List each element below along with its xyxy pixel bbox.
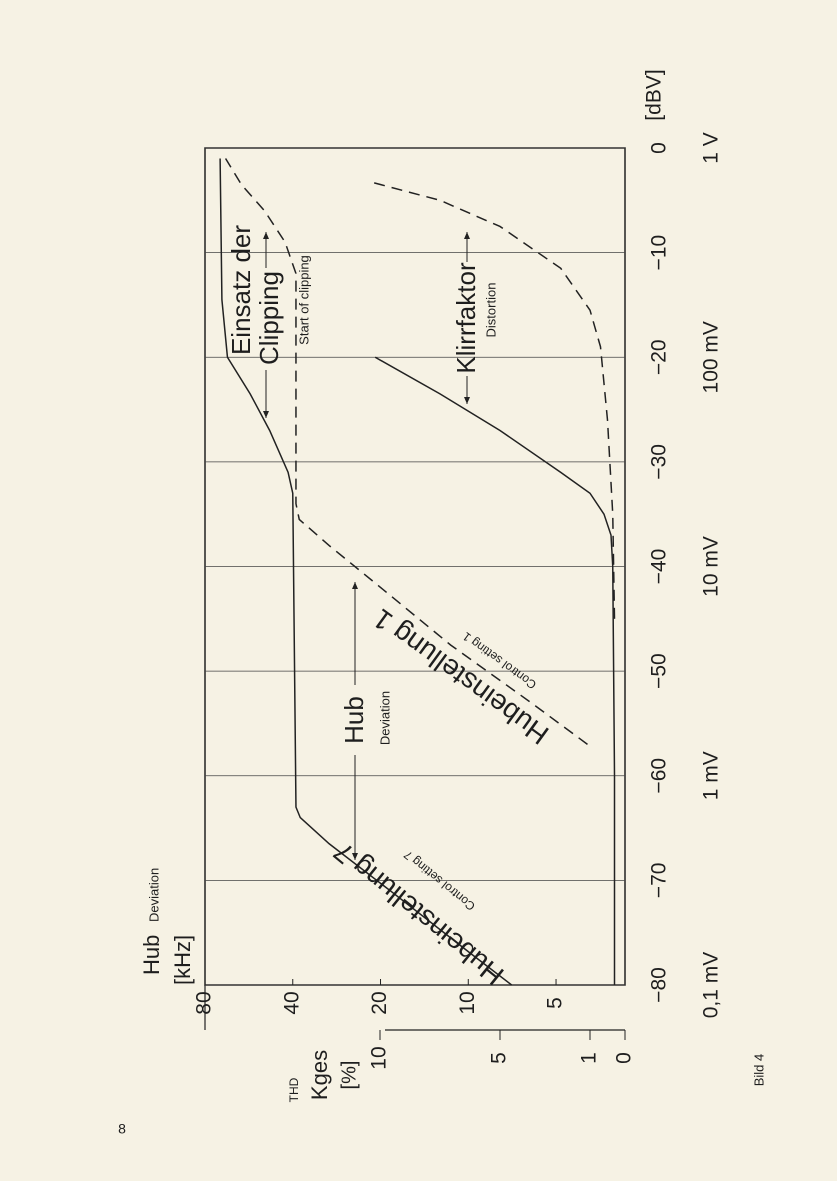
annotation: Start of clipping	[296, 255, 311, 345]
solid-curve	[374, 356, 616, 985]
annotation: Deviation	[377, 691, 392, 745]
annotation: Distortion	[483, 283, 498, 338]
x2-tick-label: 1 V	[700, 132, 723, 164]
x-tick-label: −20	[648, 339, 671, 375]
y2-tick-label: 5	[488, 1052, 511, 1064]
y-unit: [kHz]	[170, 935, 195, 985]
x-tick-label: −50	[648, 653, 671, 689]
arrow-head	[464, 232, 470, 239]
arrow-head	[352, 582, 358, 589]
x2-tick-label: 10 mV	[700, 536, 723, 597]
annotation: Clipping	[254, 271, 284, 365]
y-tick-label: 10	[456, 991, 479, 1014]
x-tick-label: −80	[648, 967, 671, 1003]
dashed-curve	[372, 181, 616, 619]
x2-tick-label: 100 mV	[700, 321, 723, 393]
arrow-head	[263, 411, 269, 418]
annotation: Klirrfaktor	[451, 262, 481, 374]
annotation: Einsatz der	[226, 225, 256, 355]
arrow-head	[464, 397, 470, 404]
y-tick-label: 40	[280, 991, 303, 1014]
x2-tick-label: 0,1 mV	[700, 952, 723, 1019]
y2-tick-label: 0	[613, 1052, 636, 1064]
x2-tick-label: 1 mV	[700, 751, 723, 800]
x-tick-label: −10	[648, 235, 671, 271]
figure-caption: Bild 4	[751, 1054, 766, 1087]
y-tick-label: 80	[193, 991, 216, 1014]
x-unit: [dBV]	[643, 69, 666, 120]
arrow-head	[263, 232, 269, 239]
x-tick-label: −60	[648, 758, 671, 794]
y2-label-sub: THD	[287, 1077, 301, 1102]
annotation: Hub	[339, 696, 369, 744]
x-tick-label: 0	[648, 142, 671, 154]
y-label: Hub	[139, 935, 164, 975]
solid-curve	[219, 158, 513, 986]
y2-tick-label: 10	[368, 1046, 391, 1069]
x-tick-label: −40	[648, 549, 671, 585]
y-tick-label: 5	[544, 997, 567, 1009]
y-label-sub: Deviation	[146, 868, 161, 922]
y2-tick-label: 1	[578, 1052, 601, 1064]
y2-label: Kges	[307, 1050, 332, 1100]
dashed-curve	[224, 158, 588, 745]
x-tick-label: −30	[648, 444, 671, 480]
y2-unit: [%]	[338, 1061, 360, 1090]
page-number: 8	[118, 1121, 126, 1137]
arrow-head	[352, 853, 358, 860]
y-tick-label: 20	[368, 991, 391, 1014]
x-tick-label: −70	[648, 863, 671, 899]
